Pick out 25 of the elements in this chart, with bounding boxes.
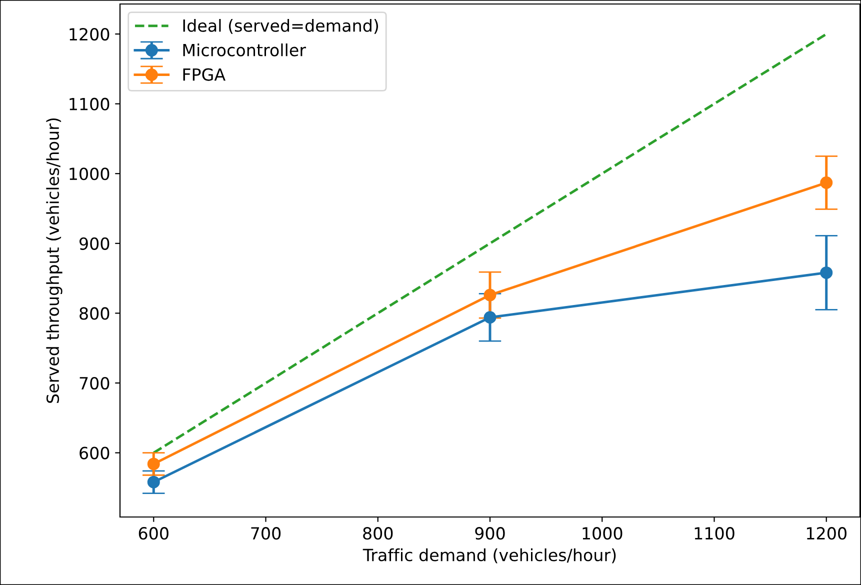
x-axis-title: Traffic demand (vehicles/hour): [362, 548, 616, 564]
y-axis-title: Served throughput (vehicles/hour): [46, 118, 62, 403]
y-tick-label: 800: [80, 307, 110, 320]
y-tick-label: 1000: [70, 168, 110, 180]
x-tick-label: 900: [475, 527, 505, 540]
point: [147, 458, 160, 470]
point: [820, 176, 833, 189]
point: [820, 266, 833, 279]
y-tick-label: 700: [80, 376, 110, 390]
point: [484, 288, 496, 302]
x-tick-label: 1100: [694, 527, 734, 540]
x-tick-label: 1000: [582, 527, 622, 540]
legend-label: FPGA: [183, 68, 226, 81]
x-tick-label: 800: [363, 527, 393, 540]
legend-label: Microcontroller: [183, 43, 306, 56]
y-tick-label: 600: [80, 446, 110, 460]
point: [484, 311, 496, 324]
y-tick-label: 1200: [70, 28, 110, 41]
legend-label: Ideal (served=demand): [183, 19, 378, 34]
x-tick-label: 600: [138, 527, 168, 540]
x-tick-label: 700: [251, 527, 281, 540]
point: [147, 476, 160, 488]
y-tick-label: 900: [80, 237, 110, 250]
x-tick-label: 1200: [806, 527, 846, 540]
y-tick-label: 1100: [70, 98, 110, 110]
